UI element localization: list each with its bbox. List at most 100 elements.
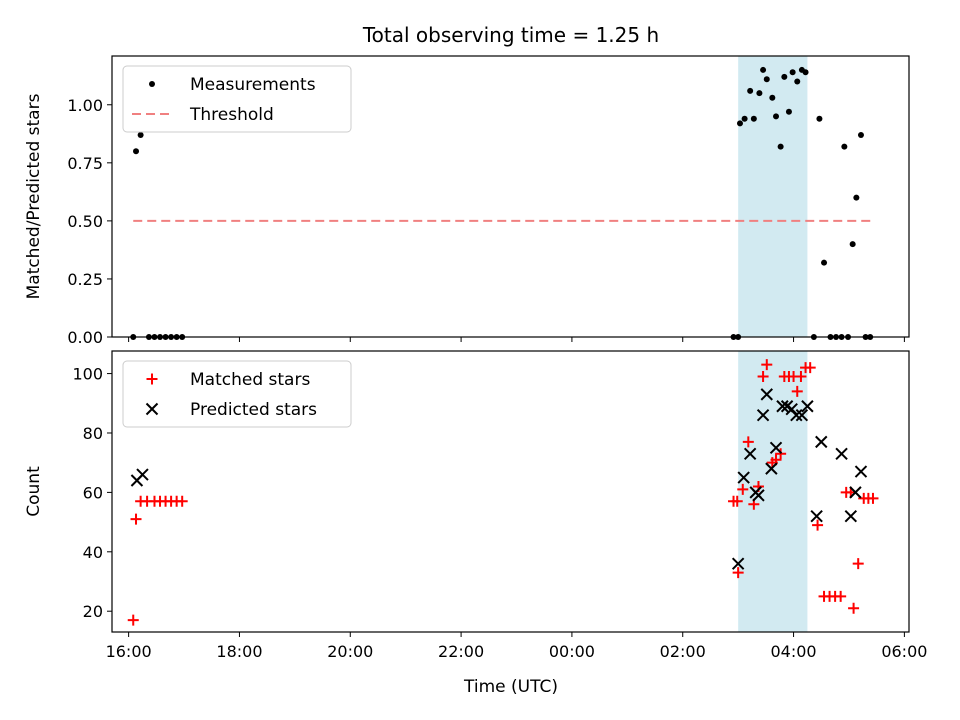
measurements-point xyxy=(760,66,767,73)
measurements-point xyxy=(756,90,763,97)
matched-stars-point xyxy=(867,492,879,504)
matched-stars-point xyxy=(742,436,754,448)
matched-stars-point xyxy=(731,495,743,507)
bottom-panel-y-axis-label: Count xyxy=(24,466,44,517)
predicted-stars-point xyxy=(849,486,862,499)
top-panel-y-axis-label: Matched/Predicted stars xyxy=(24,93,44,299)
x-tick-label: 16:00 xyxy=(106,642,152,661)
top-panel-y-tick-label: 0.75 xyxy=(67,154,103,173)
predicted-stars-point xyxy=(765,462,778,475)
measurements-point xyxy=(736,120,743,127)
legend-marker-matched-stars xyxy=(146,373,158,385)
predicted-stars-point xyxy=(769,441,783,455)
bottom-panel-legend-box xyxy=(122,360,352,428)
figure-title: Total observing time = 1.25 h xyxy=(362,23,659,47)
measurements-point xyxy=(741,115,748,122)
predicted-stars-point xyxy=(810,509,823,523)
matched-stars-point xyxy=(804,362,816,374)
x-tick-label: 04:00 xyxy=(771,642,817,661)
top-panel-y-tick-label: 0.00 xyxy=(67,328,103,347)
predicted-stars-point xyxy=(815,435,828,449)
top-panel-shaded-span xyxy=(738,56,808,337)
measurements-point xyxy=(841,143,848,150)
measurements-point xyxy=(794,78,801,85)
bottom-panel-y-tick-label: 60 xyxy=(83,483,103,502)
measurements-point xyxy=(853,194,860,201)
top-panel-axes-ticks: 0.00 0.25 0.50 0.75 1.00 xyxy=(67,96,905,347)
bottom-panel-axes-ticks: 16:00 18:00 20:00 22:00 00:00 02:00 04:00 06:00… xyxy=(72,365,927,661)
predicted-stars-point xyxy=(737,471,750,484)
legend-marker-measurements xyxy=(149,81,155,87)
legend-marker-predicted-stars xyxy=(145,402,159,416)
matched-stars-point xyxy=(791,385,803,397)
predicted-stars-point xyxy=(795,408,809,422)
top-panel-y-tick-label: 0.25 xyxy=(67,270,103,289)
x-axis-label: Time (UTC) xyxy=(463,677,558,697)
top-panel-data xyxy=(130,66,874,340)
top-panel-legend-box xyxy=(122,65,352,133)
legend-label-predicted-stars: Predicted stars xyxy=(190,400,317,420)
measurements-point xyxy=(789,69,796,76)
measurements-point xyxy=(785,108,792,115)
predicted-stars-point xyxy=(752,489,765,502)
matched-stars-point xyxy=(127,614,139,626)
top-panel-y-tick-label: 1.00 xyxy=(67,96,103,115)
x-tick-label: 00:00 xyxy=(549,642,595,661)
matched-stars-point xyxy=(848,602,860,614)
measurements-point xyxy=(769,94,776,101)
predicted-stars-point xyxy=(790,408,803,422)
top-panel-frame xyxy=(111,55,910,338)
bottom-panel-y-tick-label: 20 xyxy=(83,602,103,621)
measurements-point xyxy=(816,115,823,122)
predicted-stars-point xyxy=(776,400,789,413)
predicted-stars-point xyxy=(760,388,773,401)
measurements-point xyxy=(849,241,856,248)
predicted-stars-point xyxy=(731,557,745,570)
x-tick-label: 18:00 xyxy=(216,642,262,661)
bottom-panel-shaded-span xyxy=(738,351,808,632)
measurements-point xyxy=(781,73,788,80)
measurements-point xyxy=(133,148,140,155)
matched-stars-point xyxy=(812,519,824,531)
matched-stars-point xyxy=(835,590,847,602)
measurements-point xyxy=(773,113,780,120)
predicted-stars-point xyxy=(801,400,814,413)
measurements-point xyxy=(137,131,144,138)
measurements-point xyxy=(777,143,784,150)
predicted-stars-point xyxy=(756,408,770,422)
matched-stars-point xyxy=(732,567,744,579)
measurements-point xyxy=(750,115,757,122)
bottom-panel-counts: 16:00 18:00 20:00 22:00 00:00 02:00 04:00 06:00… xyxy=(24,350,927,661)
predicted-stars-point xyxy=(743,447,757,460)
measurements-point xyxy=(763,76,770,83)
top-panel-legend: Measurements Threshold xyxy=(122,65,352,133)
x-tick-label: 22:00 xyxy=(438,642,484,661)
top-panel-y-tick-label: 0.50 xyxy=(67,212,103,231)
matched-stars-point xyxy=(852,558,864,570)
measurements-point xyxy=(857,131,864,138)
x-tick-label: 02:00 xyxy=(660,642,706,661)
matched-stars-point xyxy=(795,371,807,383)
legend-label-measurements: Measurements xyxy=(190,75,316,95)
predicted-stars-point xyxy=(136,468,149,481)
bottom-panel-y-tick-label: 80 xyxy=(83,424,103,443)
measurements-point xyxy=(802,69,809,76)
bottom-panel-y-tick-label: 40 xyxy=(83,543,103,562)
bottom-panel-y-tick-label: 100 xyxy=(72,365,103,384)
matched-stars-point xyxy=(757,371,769,383)
legend-label-matched-stars: Matched stars xyxy=(190,370,310,390)
top-panel-ratio: 0.00 0.25 0.50 0.75 1.00 Matched/Predicted s… xyxy=(24,55,910,347)
bottom-panel-legend: Matched stars Predicted stars xyxy=(122,360,352,428)
x-tick-label: 20:00 xyxy=(327,642,373,661)
measurements-point xyxy=(821,259,828,266)
x-tick-label: 06:00 xyxy=(881,642,927,661)
predicted-stars-point xyxy=(854,465,868,478)
matched-stars-point xyxy=(130,513,142,525)
matched-stars-point xyxy=(761,359,773,371)
measurements-point xyxy=(747,87,754,94)
bottom-panel-frame xyxy=(111,350,910,633)
predicted-stars-point xyxy=(835,447,848,460)
legend-label-threshold: Threshold xyxy=(189,105,274,125)
matched-stars-point xyxy=(737,483,749,495)
